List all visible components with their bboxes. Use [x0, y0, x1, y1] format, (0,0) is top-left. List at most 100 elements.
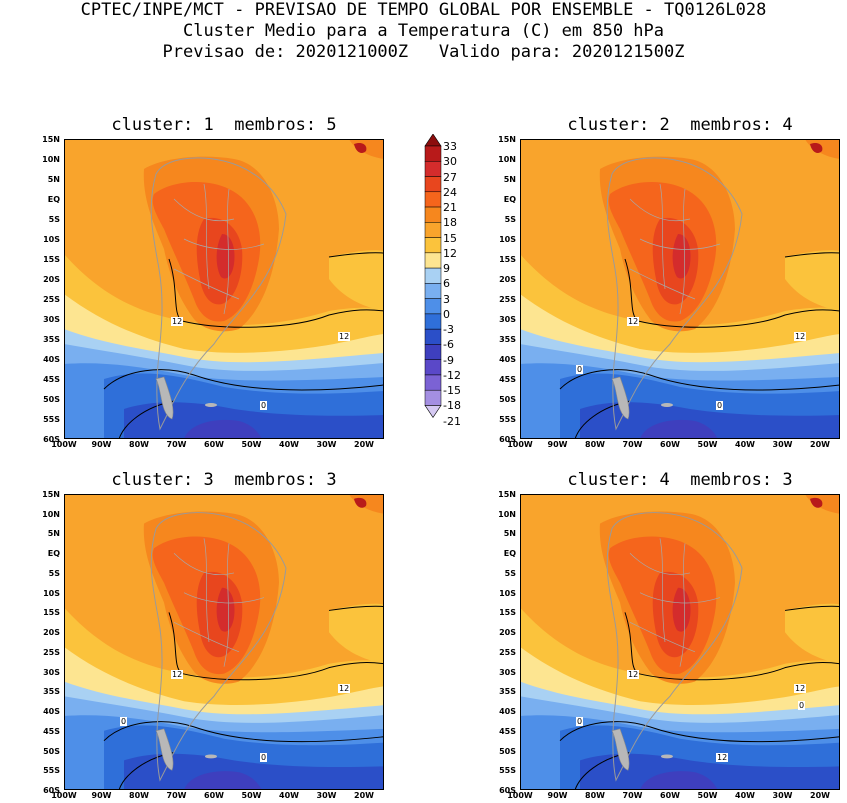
lat-tick-label: 20S	[499, 275, 516, 284]
colorbar-tick-label: 33	[443, 140, 457, 153]
contour-label: 0	[260, 752, 268, 762]
lon-tick-label: 40W	[735, 791, 755, 800]
lat-tick-label: 35S	[43, 335, 60, 344]
lat-tick-label: 5S	[48, 215, 60, 224]
lon-tick-label: 50W	[697, 440, 718, 449]
lon-tick-label: 60W	[660, 440, 680, 449]
colorbar-tick-label: 27	[443, 170, 457, 184]
lat-tick-label: 10S	[43, 588, 60, 598]
lat-tick-label: 10N	[42, 509, 60, 519]
lon-tick-label: 90W	[91, 791, 112, 800]
lat-tick-label: 25S	[43, 295, 60, 304]
lon-tick-label: 30W	[772, 791, 793, 800]
lat-tick-label: 15S	[43, 255, 60, 264]
map-frame	[520, 139, 840, 439]
lat-tick-label: 45S	[499, 375, 516, 384]
lat-tick-label: 30S	[499, 667, 516, 677]
lat-tick-label: 5N	[503, 175, 516, 184]
lat-tick-label: 15N	[498, 490, 516, 499]
map-frame	[64, 139, 384, 439]
lon-tick-label: 60W	[204, 791, 224, 800]
colorbar	[424, 134, 442, 419]
lat-tick-label: 10N	[498, 155, 516, 164]
map-panel-2: 12 12 0 0	[520, 139, 841, 440]
lon-tick-label: 100W	[507, 791, 533, 800]
contour-label: 0	[798, 701, 806, 711]
lat-tick-label: 5N	[47, 175, 60, 184]
contour-label: 12	[171, 317, 184, 326]
lat-tick-label: 50S	[499, 746, 516, 756]
panel-2-title: cluster: 2 membros: 4	[567, 115, 793, 135]
map-panel-4: 12 12 12 0 0	[520, 494, 841, 791]
lat-tick-label: EQ	[503, 195, 516, 204]
lat-tick-label: EQ	[503, 549, 516, 559]
lat-tick-label: 20S	[43, 275, 60, 284]
lon-tick-label: 70W	[622, 440, 643, 449]
contour-label: 12	[338, 684, 351, 694]
lat-tick-label: 60S	[499, 786, 516, 795]
colorbar-tick-label: 30	[443, 155, 457, 169]
lat-tick-label: 35S	[499, 335, 516, 344]
lon-tick-label: 80W	[129, 791, 149, 800]
lat-tick-label: 60S	[43, 435, 60, 444]
lat-tick-label: 5N	[503, 529, 516, 539]
panel-4-title: cluster: 4 membros: 3	[567, 470, 793, 490]
lat-tick-label: 50S	[43, 746, 60, 756]
lat-tick-label: 10S	[499, 588, 516, 598]
lat-tick-label: 15N	[42, 490, 60, 499]
lat-tick-label: EQ	[47, 195, 60, 204]
lon-tick-label: 20W	[810, 791, 830, 800]
colorbar-tick-label: -21	[443, 414, 461, 428]
contour-label: 12	[716, 752, 729, 762]
lon-tick-label: 90W	[547, 791, 568, 800]
panel-3-title: cluster: 3 membros: 3	[111, 470, 337, 490]
lat-tick-label: 10N	[42, 155, 60, 164]
lat-tick-label: 15S	[499, 255, 516, 264]
colorbar-tick-label: 3	[443, 292, 450, 306]
colorbar-tick-label: 15	[443, 231, 457, 245]
lat-tick-label: 55S	[43, 415, 60, 424]
lat-tick-label: EQ	[47, 549, 60, 559]
colorbar-tick-label: 9	[443, 262, 450, 276]
lat-tick-label: 30S	[499, 315, 516, 324]
lat-tick-label: 40S	[43, 355, 60, 364]
colorbar-tick-label: 24	[443, 185, 457, 199]
map-panel-3: 12 12 0 0	[64, 494, 385, 791]
contour-label: 0	[120, 716, 128, 726]
lat-tick-label: 20S	[499, 628, 516, 638]
lat-tick-label: 30S	[43, 315, 60, 324]
lon-tick-label: 80W	[129, 440, 149, 449]
temperature-field-map	[520, 139, 841, 440]
lat-tick-label: 40S	[499, 707, 516, 717]
contour-label: 0	[576, 716, 584, 726]
colorbar-tick-label: 18	[443, 216, 457, 230]
lat-tick-label: 10S	[43, 235, 60, 244]
lon-tick-label: 90W	[547, 440, 568, 449]
lon-tick-label: 80W	[585, 791, 605, 800]
lon-tick-label: 30W	[772, 440, 793, 449]
lon-tick-label: 60W	[660, 791, 680, 800]
contour-label: 12	[627, 317, 640, 326]
lat-tick-label: 50S	[499, 395, 516, 404]
lat-tick-label: 10S	[499, 235, 516, 244]
lat-tick-label: 45S	[43, 726, 60, 736]
map-panel-1: 12 12 0	[64, 139, 385, 440]
colorbar-tick-label: -12	[443, 368, 461, 382]
lon-tick-label: 50W	[241, 791, 262, 800]
colorbar-tick-label: -3	[443, 323, 454, 337]
header-line-3: Previsao de: 2020121000Z Valido para: 20…	[162, 42, 685, 62]
lat-tick-label: 40S	[499, 355, 516, 364]
colorbar-tick-label: 6	[443, 277, 450, 291]
header-line-2: Cluster Medio para a Temperatura (C) em …	[182, 21, 665, 41]
lon-tick-label: 100W	[51, 440, 77, 449]
colorbar-tick-label: -9	[443, 353, 454, 367]
lon-tick-label: 70W	[166, 791, 187, 800]
lon-tick-label: 30W	[316, 440, 337, 449]
contour-label: 12	[794, 332, 807, 341]
lon-tick-label: 60W	[204, 440, 224, 449]
lon-tick-label: 50W	[241, 440, 262, 449]
lat-tick-label: 5S	[504, 215, 516, 224]
lat-tick-label: 30S	[43, 667, 60, 677]
lat-tick-label: 5N	[47, 529, 60, 539]
lat-tick-label: 25S	[499, 295, 516, 304]
